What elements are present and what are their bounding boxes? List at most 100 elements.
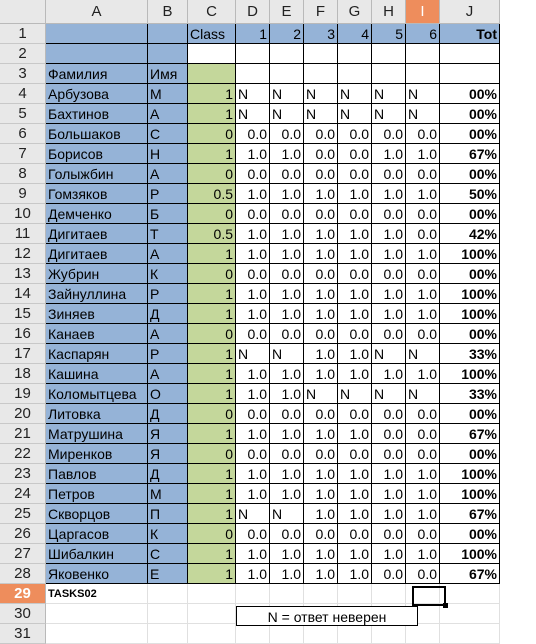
cell-row29[interactable] xyxy=(338,584,372,604)
row-header-8[interactable]: 8 xyxy=(0,164,46,184)
class-cell[interactable]: 1 xyxy=(188,464,236,484)
score-cell[interactable]: 1.0 xyxy=(372,284,406,304)
empty-cell[interactable] xyxy=(270,624,304,644)
total-cell[interactable]: 100% xyxy=(440,304,500,324)
score-cell[interactable]: 0.0 xyxy=(338,164,372,184)
score-cell[interactable]: 1.0 xyxy=(304,484,338,504)
surname-cell[interactable]: Царгасов xyxy=(46,524,148,544)
score-cell[interactable]: 0.0 xyxy=(338,524,372,544)
score-cell[interactable]: 0.0 xyxy=(372,404,406,424)
score-cell[interactable]: 1.0 xyxy=(338,504,372,524)
initial-cell[interactable]: Е xyxy=(148,564,188,584)
score-cell[interactable]: N xyxy=(338,84,372,104)
column-header-d[interactable]: D xyxy=(236,0,270,24)
cell-row29[interactable] xyxy=(270,584,304,604)
row-header-15[interactable]: 15 xyxy=(0,304,46,324)
score-cell[interactable]: 0.0 xyxy=(236,264,270,284)
class-cell[interactable]: 0 xyxy=(188,324,236,344)
score-cell[interactable]: 1.0 xyxy=(338,484,372,504)
row-header-1[interactable]: 1 xyxy=(0,24,46,44)
score-cell[interactable]: 1.0 xyxy=(406,484,440,504)
class-cell[interactable]: 1 xyxy=(188,364,236,384)
score-cell[interactable]: N xyxy=(338,384,372,404)
score-cell[interactable]: 1.0 xyxy=(338,424,372,444)
score-cell[interactable]: 0.0 xyxy=(406,564,440,584)
row-header-13[interactable]: 13 xyxy=(0,264,46,284)
score-cell[interactable]: 1.0 xyxy=(270,544,304,564)
score-cell[interactable]: N xyxy=(270,344,304,364)
score-cell[interactable]: 1.0 xyxy=(406,464,440,484)
score-cell[interactable]: 1.0 xyxy=(304,344,338,364)
row-header-14[interactable]: 14 xyxy=(0,284,46,304)
row-header-22[interactable]: 22 xyxy=(0,444,46,464)
surname-cell[interactable]: Матрушина xyxy=(46,424,148,444)
total-cell[interactable]: 33% xyxy=(440,344,500,364)
score-cell[interactable]: 0.0 xyxy=(236,404,270,424)
initial-cell[interactable]: Я xyxy=(148,444,188,464)
score-cell[interactable]: 0.0 xyxy=(338,264,372,284)
score-cell[interactable]: 1.0 xyxy=(270,284,304,304)
initial-cell[interactable]: Р xyxy=(148,184,188,204)
cell-row3[interactable] xyxy=(406,64,440,84)
surname-cell[interactable]: Дигитаев xyxy=(46,244,148,264)
score-cell[interactable]: 1.0 xyxy=(270,484,304,504)
empty-cell[interactable] xyxy=(372,624,406,644)
score-cell[interactable]: 0.0 xyxy=(304,444,338,464)
column-header-g[interactable]: G xyxy=(338,0,372,24)
score-cell[interactable]: 1.0 xyxy=(338,564,372,584)
surname-cell[interactable]: Коломытцева xyxy=(46,384,148,404)
initial-cell[interactable]: М xyxy=(148,484,188,504)
cell-a2[interactable] xyxy=(46,44,148,64)
empty-cell[interactable] xyxy=(304,624,338,644)
score-cell[interactable]: 1.0 xyxy=(270,224,304,244)
total-cell[interactable]: 67% xyxy=(440,424,500,444)
score-cell[interactable]: 1.0 xyxy=(338,284,372,304)
score-cell[interactable]: N xyxy=(406,104,440,124)
initial-cell[interactable]: А xyxy=(148,164,188,184)
total-cell[interactable]: 100% xyxy=(440,364,500,384)
score-cell[interactable]: 0.0 xyxy=(406,204,440,224)
score-cell[interactable]: 1.0 xyxy=(304,184,338,204)
class-cell[interactable]: 0 xyxy=(188,524,236,544)
score-cell[interactable]: 0.0 xyxy=(270,164,304,184)
score-cell[interactable]: 0.0 xyxy=(304,144,338,164)
row-header-7[interactable]: 7 xyxy=(0,144,46,164)
row-header-19[interactable]: 19 xyxy=(0,384,46,404)
row-header-3[interactable]: 3 xyxy=(0,64,46,84)
empty-cell[interactable] xyxy=(236,624,270,644)
score-cell[interactable]: 0.0 xyxy=(372,124,406,144)
total-cell[interactable]: 00% xyxy=(440,164,500,184)
score-cell[interactable]: 1.0 xyxy=(372,304,406,324)
class-cell[interactable]: 1 xyxy=(188,384,236,404)
class-cell[interactable]: 1 xyxy=(188,104,236,124)
score-cell[interactable]: 1.0 xyxy=(236,284,270,304)
total-cell[interactable]: 00% xyxy=(440,124,500,144)
row-header-5[interactable]: 5 xyxy=(0,104,46,124)
cell-c29[interactable] xyxy=(188,584,236,604)
score-cell[interactable]: 0.0 xyxy=(236,124,270,144)
column-header-b[interactable]: B xyxy=(148,0,188,24)
cell-row3[interactable] xyxy=(270,64,304,84)
task-header-4[interactable]: 4 xyxy=(338,24,372,44)
cell-b2[interactable] xyxy=(148,44,188,64)
score-cell[interactable]: 1.0 xyxy=(372,144,406,164)
initial-cell[interactable]: А xyxy=(148,244,188,264)
score-cell[interactable]: 1.0 xyxy=(338,544,372,564)
row-header-27[interactable]: 27 xyxy=(0,544,46,564)
fill-handle[interactable] xyxy=(443,603,448,608)
empty-cell[interactable] xyxy=(338,624,372,644)
cell-row29[interactable] xyxy=(236,584,270,604)
row-header-28[interactable]: 28 xyxy=(0,564,46,584)
surname-cell[interactable]: Гомзяков xyxy=(46,184,148,204)
cell-row3[interactable] xyxy=(304,64,338,84)
column-header-e[interactable]: E xyxy=(270,0,304,24)
score-cell[interactable]: 0.0 xyxy=(372,524,406,544)
initial-cell[interactable]: Д xyxy=(148,404,188,424)
surname-cell[interactable]: Миренков xyxy=(46,444,148,464)
selected-cell-cursor[interactable] xyxy=(412,586,446,606)
row-header-24[interactable]: 24 xyxy=(0,484,46,504)
class-cell[interactable]: 1 xyxy=(188,284,236,304)
column-header-a[interactable]: A xyxy=(46,0,148,24)
score-cell[interactable]: 1.0 xyxy=(372,464,406,484)
